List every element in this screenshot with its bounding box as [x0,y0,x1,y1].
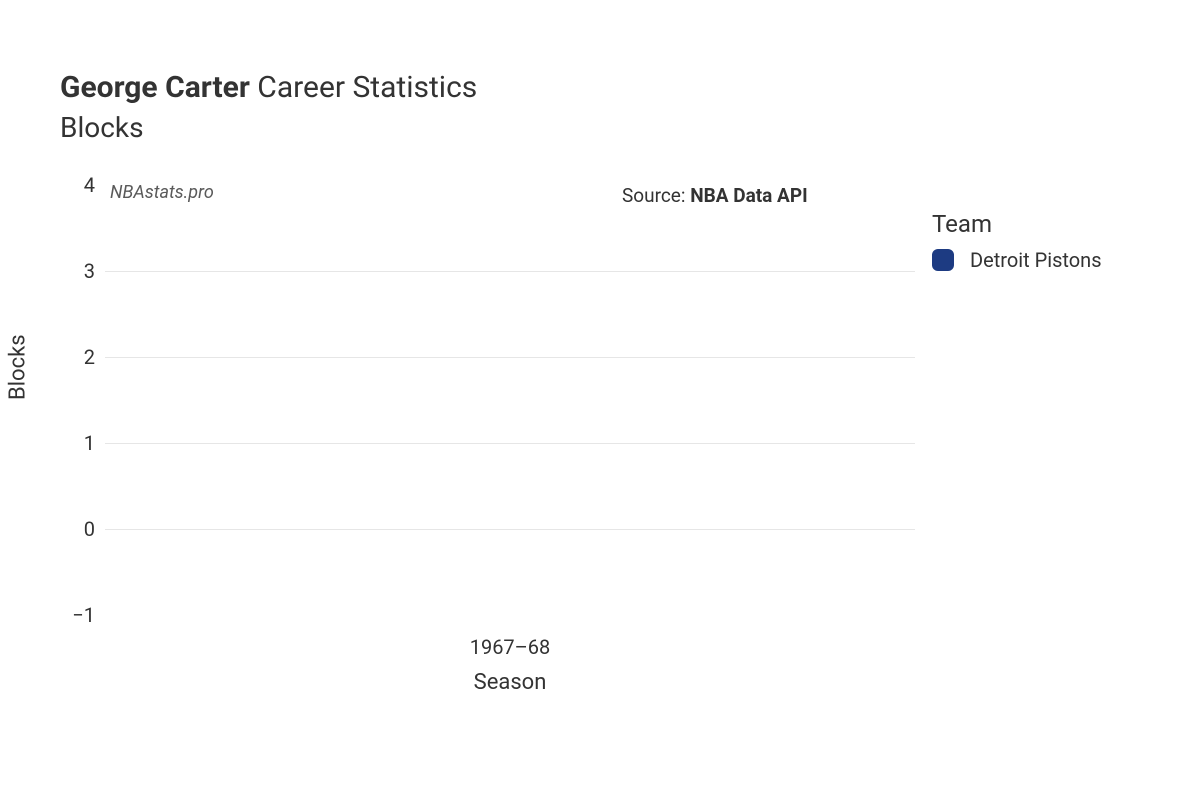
y-axis-label: Blocks [6,334,31,400]
grid-line [105,357,915,358]
y-tick-label: 0 [84,517,95,541]
player-name: George Carter [60,70,250,105]
title-block: George Carter Career Statistics Blocks [60,70,477,144]
y-tick-label: 4 [84,173,95,197]
y-tick-label: 2 [84,345,95,369]
chart-subtitle: Blocks [60,111,477,144]
legend-swatch [932,249,954,271]
title-suffix: Career Statistics [257,70,477,105]
legend-item: Detroit Pistons [932,248,1102,272]
grid-line [105,529,915,530]
chart-container: George Carter Career Statistics Blocks N… [0,0,1200,800]
y-tick-label: 1 [84,431,95,455]
x-axis-label: Season [105,670,915,695]
chart-title: George Carter Career Statistics [60,70,477,105]
y-tick-label: 3 [84,259,95,283]
legend-label: Detroit Pistons [970,248,1102,272]
legend-title: Team [932,210,1102,238]
y-tick-label: −1 [72,603,95,627]
grid-line [105,443,915,444]
plot-area: −1012341967–68 [105,185,915,615]
legend: Team Detroit Pistons [932,210,1102,272]
grid-line [105,271,915,272]
x-tick-label: 1967–68 [470,635,551,659]
